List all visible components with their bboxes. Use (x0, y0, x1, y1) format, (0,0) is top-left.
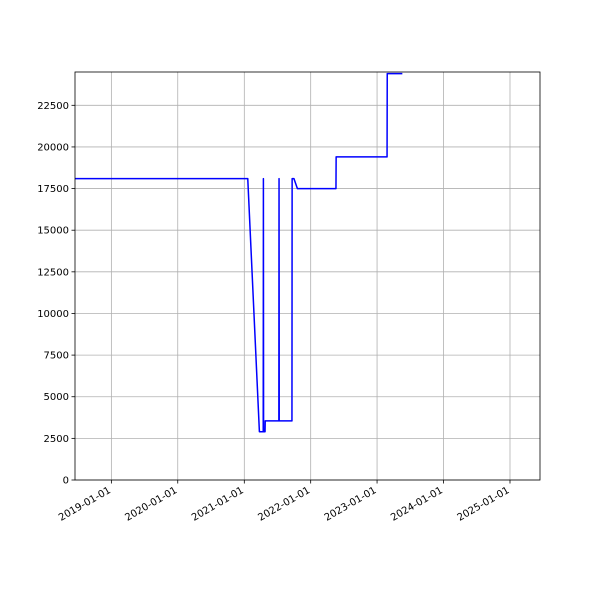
x-tick-label: 2021-01-01 (190, 485, 246, 524)
y-tick-label: 22500 (37, 101, 69, 112)
y-tick-label: 5000 (44, 392, 69, 403)
x-tick-label: 2023-01-01 (323, 485, 379, 524)
x-tick-label: 2025-01-01 (456, 485, 512, 524)
series-line-0 (75, 72, 403, 433)
y-tick-label: 12500 (37, 267, 69, 278)
grid-lines (75, 72, 540, 481)
y-tick-label: 20000 (37, 142, 69, 153)
y-tick-label: 15000 (37, 226, 69, 237)
x-tick-label: 2019-01-01 (57, 485, 113, 524)
x-tick-label: 2022-01-01 (256, 485, 312, 524)
y-tick-label: 0 (63, 476, 69, 487)
plot-frame (74, 71, 541, 481)
x-tick-label: 2020-01-01 (123, 485, 179, 524)
y-tick-label: 7500 (44, 351, 69, 362)
y-axis: 0 2500 5000 7500 10000 12500 15000 17500 20000 22… (37, 101, 75, 487)
y-tick-label: 10000 (37, 309, 69, 320)
x-axis: 2019-01-01 2020-01-01 2021-01-01 2022-01-01… (57, 480, 511, 524)
y-tick-label: 2500 (44, 434, 69, 445)
y-tick-label: 17500 (37, 184, 69, 195)
series-layer (75, 72, 403, 433)
x-tick-label: 2024-01-01 (389, 485, 445, 524)
